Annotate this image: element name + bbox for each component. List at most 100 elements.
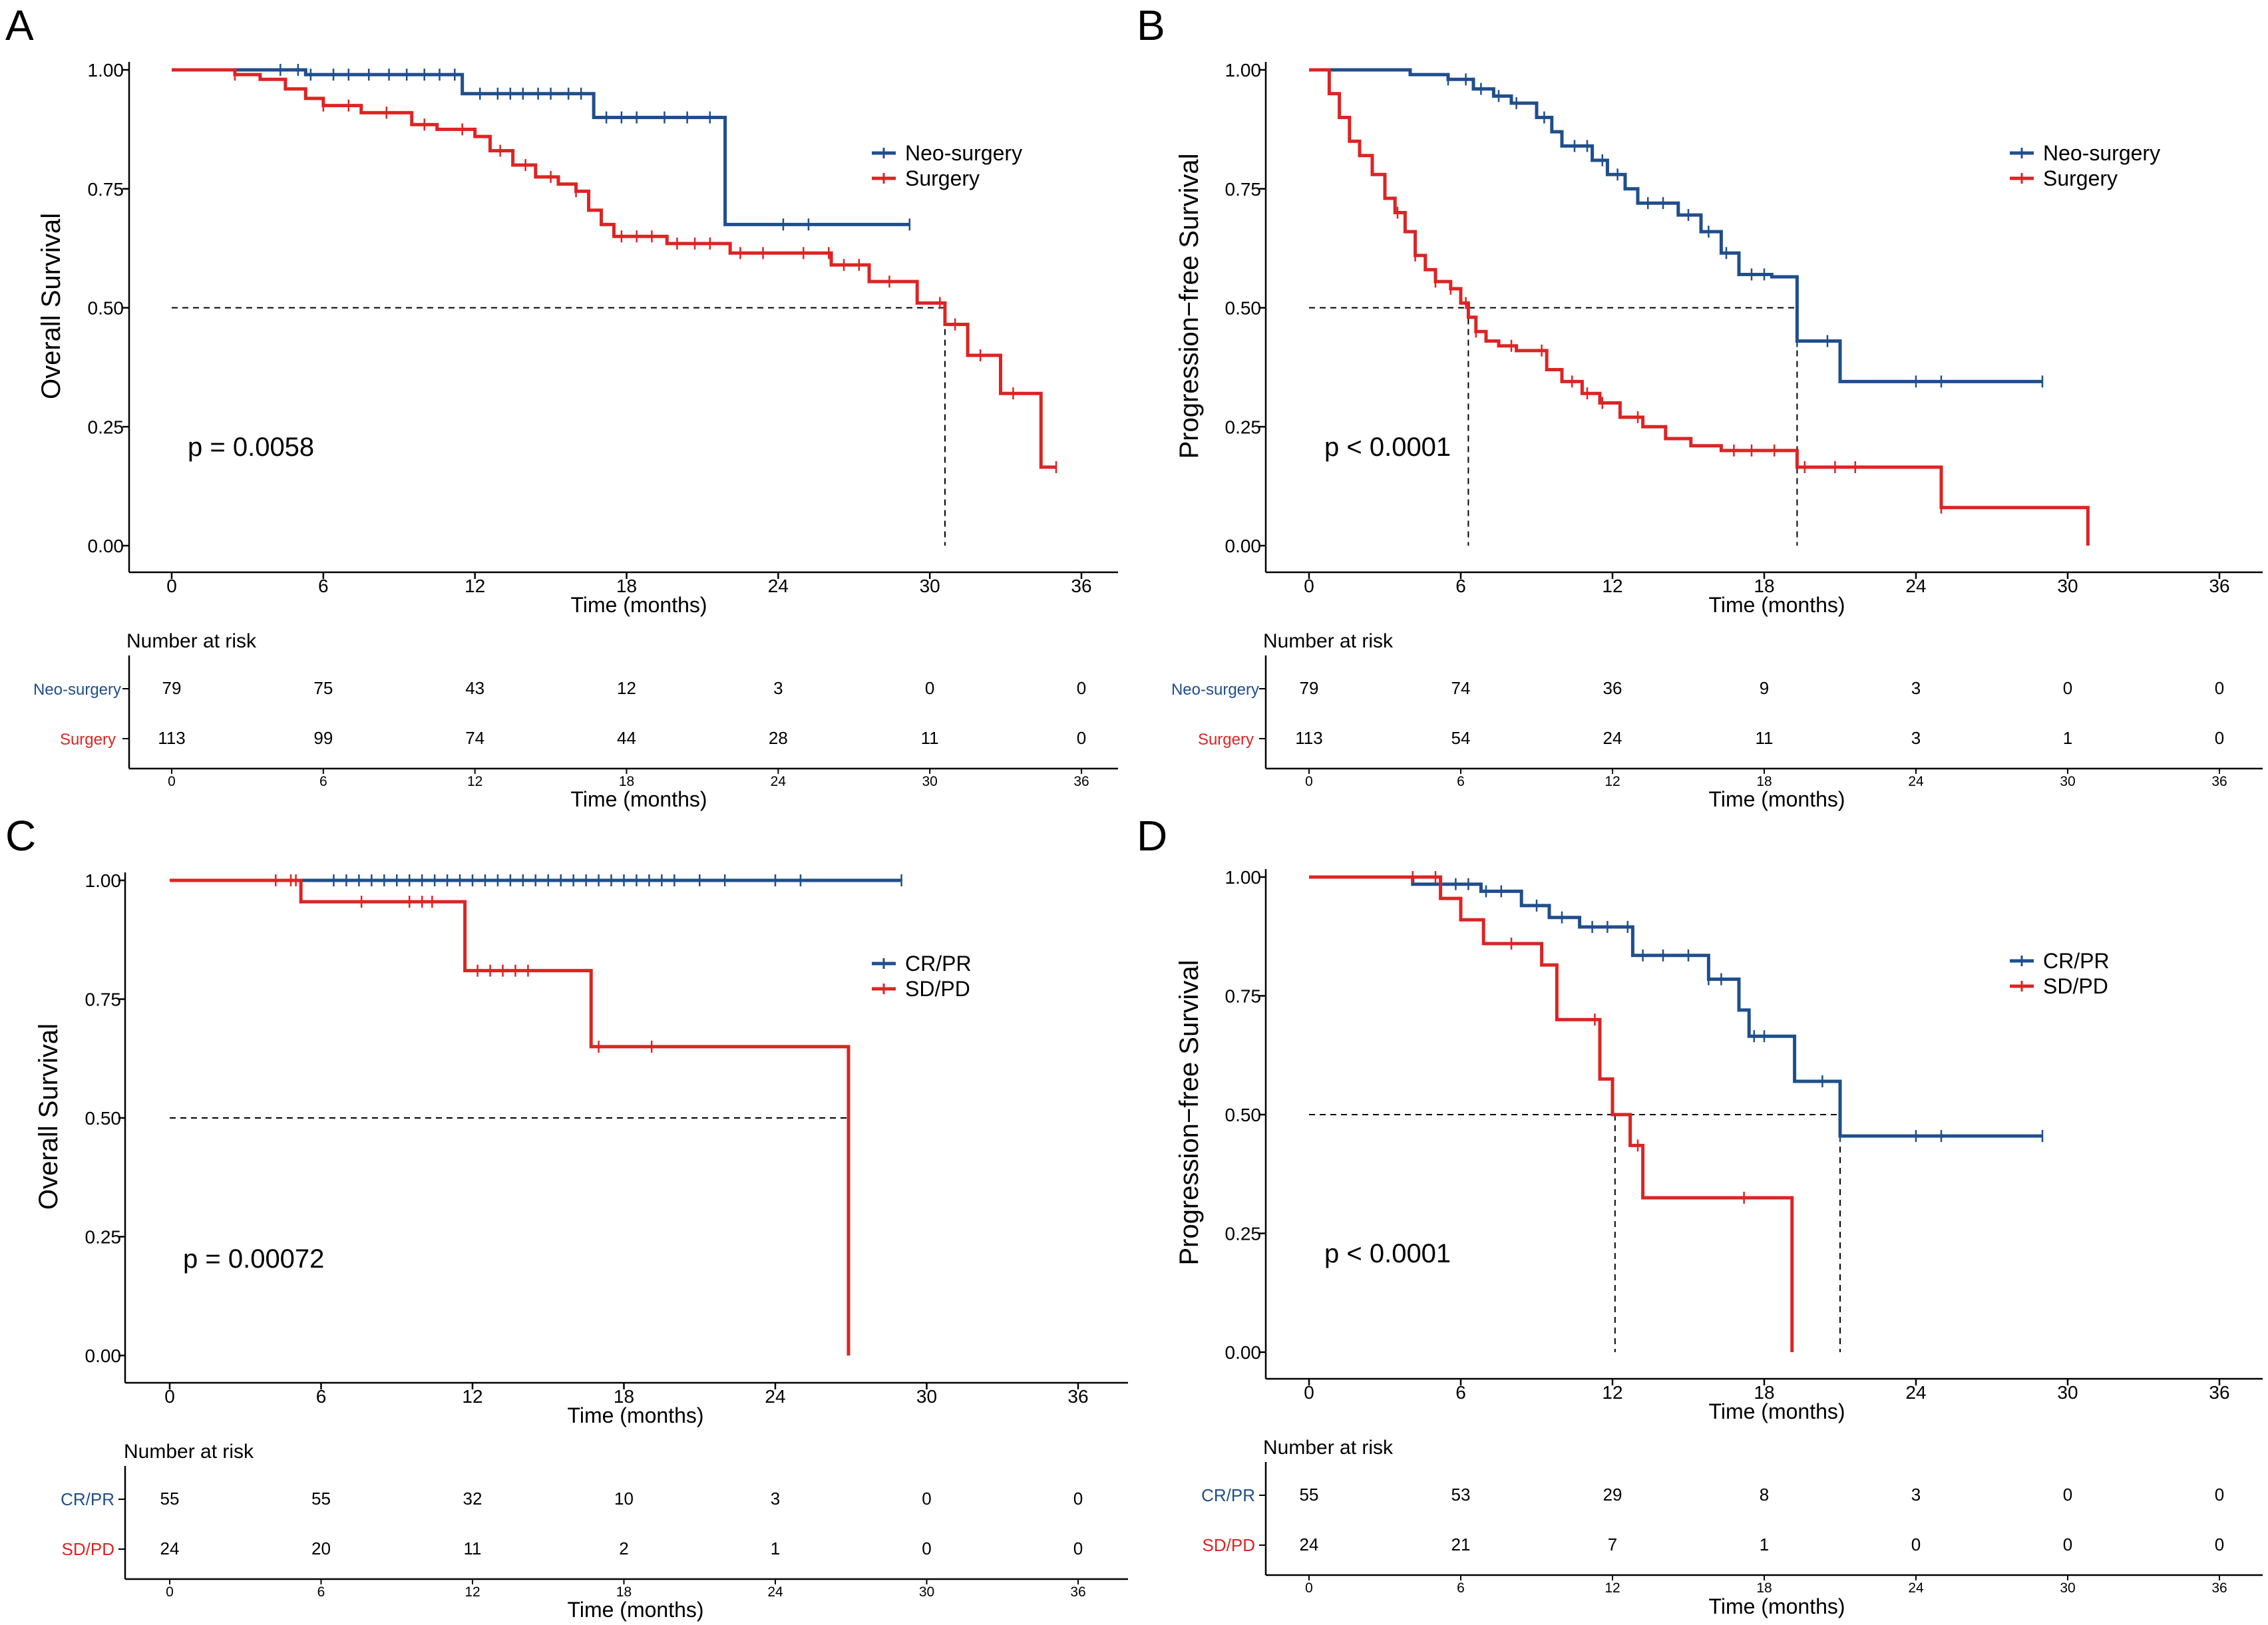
x-tick-label: 24 [1905, 576, 1926, 596]
legend: CR/PR SD/PD [872, 952, 972, 1001]
risk-count: 11 [921, 728, 939, 748]
x-tick-label: 18 [616, 576, 637, 596]
risk-count: 1 [771, 1538, 780, 1558]
risk-count: 1 [2063, 728, 2072, 748]
x-tick-label: 30 [2057, 576, 2078, 596]
risk-count: 55 [1300, 1485, 1319, 1505]
risk-x-tick-label: 30 [2060, 774, 2075, 789]
km-curve-sd-pd [1309, 875, 1794, 1352]
km-curve-sd-pd [170, 878, 850, 1355]
risk-count: 2 [619, 1538, 628, 1558]
x-tick-label: 24 [765, 1386, 785, 1407]
risk-count: 3 [1911, 678, 1921, 698]
risk-row-label-sdpd: SD/PD [62, 1539, 114, 1559]
risk-row-label-neo: Neo-surgery [1171, 681, 1259, 699]
risk-x-tick-label: 0 [1305, 1580, 1313, 1596]
risk-count: 36 [1603, 678, 1622, 698]
x-tick-label: 30 [920, 576, 940, 596]
risk-x-tick-label: 18 [619, 774, 634, 789]
risk-count: 1 [1760, 1535, 1769, 1554]
legend-label-sdpd: SD/PD [2043, 974, 2108, 998]
risk-count: 0 [2215, 728, 2224, 748]
panel-letter: D [1137, 812, 1167, 860]
y-tick-label: 0.75 [85, 990, 122, 1010]
x-tick-label: 6 [316, 1386, 327, 1407]
legend-label-neo: Neo-surgery [905, 141, 1022, 165]
risk-x-tick-label: 6 [317, 1584, 325, 1600]
legend-label-crpr: CR/PR [2043, 949, 2110, 973]
legend-label-crpr: CR/PR [905, 952, 972, 976]
risk-count: 24 [1603, 728, 1622, 748]
risk-count: 54 [1451, 728, 1471, 748]
km-curve-surgery [172, 68, 1057, 469]
risk-count: 113 [158, 728, 185, 748]
risk-x-tick-label: 18 [1756, 774, 1772, 789]
risk-count: 3 [771, 1489, 780, 1509]
y-axis-title: Overall Survival [37, 213, 66, 399]
risk-x-tick-label: 12 [1605, 1580, 1620, 1596]
p-value: p = 0.0058 [188, 433, 314, 462]
y-axis-title: Progression−free Survival [1175, 153, 1204, 458]
risk-count: 0 [922, 1489, 931, 1509]
risk-x-tick-label: 18 [616, 1584, 632, 1600]
risk-count: 44 [617, 728, 636, 748]
y-tick-label: 0.75 [1225, 179, 1262, 200]
risk-count: 75 [313, 678, 333, 698]
x-axis-title: Time (months) [567, 1403, 703, 1427]
y-tick-label: 0.75 [88, 179, 124, 200]
risk-count: 11 [1756, 728, 1774, 748]
risk-x-tick-label: 0 [166, 1584, 174, 1600]
risk-count: 55 [311, 1489, 331, 1509]
y-tick-label: 0.50 [1225, 1105, 1262, 1125]
y-tick-label: 0.25 [85, 1227, 122, 1248]
risk-count: 3 [773, 678, 783, 698]
risk-table-title: Number at risk [1263, 630, 1394, 652]
risk-row-label-crpr: CR/PR [61, 1489, 114, 1509]
y-tick-label: 0.00 [1225, 1342, 1262, 1363]
risk-count: 0 [925, 678, 934, 698]
risk-count: 55 [160, 1489, 180, 1509]
risk-count: 0 [2215, 678, 2224, 698]
km-plot-pfs-treatment: 0.00 0.25 0.50 0.75 1.00 0 6 12 18 24 30 36 [1225, 60, 2263, 596]
risk-count: 43 [465, 678, 484, 698]
risk-x-tick-label: 12 [1605, 774, 1620, 789]
risk-x-tick-label: 30 [2060, 1580, 2075, 1596]
risk-count: 0 [2063, 678, 2072, 698]
x-tick-label: 18 [614, 1386, 634, 1407]
km-plot-os-treatment: 0.00 0.25 0.50 0.75 1.00 0 6 12 18 24 30 36 [88, 60, 1118, 596]
risk-count: 99 [313, 728, 333, 748]
risk-table: Number at risk Neo-surgery Surgery Time … [1171, 630, 2263, 811]
y-tick-label: 0.75 [1225, 986, 1262, 1007]
risk-x-tick-label: 36 [1073, 774, 1089, 789]
risk-count: 3 [1911, 728, 1921, 748]
risk-count: 0 [1077, 678, 1086, 698]
x-tick-label: 18 [1754, 1382, 1774, 1403]
y-tick-label: 1.00 [85, 870, 122, 891]
km-curve-neo-surgery [172, 68, 910, 226]
risk-table-title: Number at risk [126, 630, 257, 652]
x-tick-label: 36 [1067, 1386, 1088, 1407]
legend: CR/PR SD/PD [2010, 949, 2110, 998]
risk-row-label-surgery: Surgery [1198, 731, 1254, 749]
risk-count: 21 [1451, 1535, 1471, 1554]
y-tick-label: 1.00 [1225, 867, 1262, 888]
y-axis-title: Overall Survival [34, 1023, 63, 1210]
y-tick-label: 0.50 [85, 1108, 122, 1129]
risk-count: 0 [1073, 1489, 1083, 1509]
x-axis-title: Time (months) [1708, 593, 1845, 617]
panel-letter: C [5, 812, 36, 860]
x-tick-label: 12 [1602, 576, 1622, 596]
risk-count: 8 [1760, 1485, 1769, 1505]
risk-x-tick-label: 0 [168, 774, 176, 789]
x-tick-label: 6 [1455, 576, 1466, 596]
risk-count: 28 [769, 728, 788, 748]
y-tick-label: 0.00 [88, 536, 124, 556]
x-tick-label: 0 [166, 576, 177, 596]
risk-x-axis-title: Time (months) [1708, 1594, 1845, 1618]
x-tick-label: 6 [318, 576, 329, 596]
y-tick-label: 0.25 [1225, 1224, 1262, 1244]
risk-x-axis-title: Time (months) [570, 787, 707, 811]
